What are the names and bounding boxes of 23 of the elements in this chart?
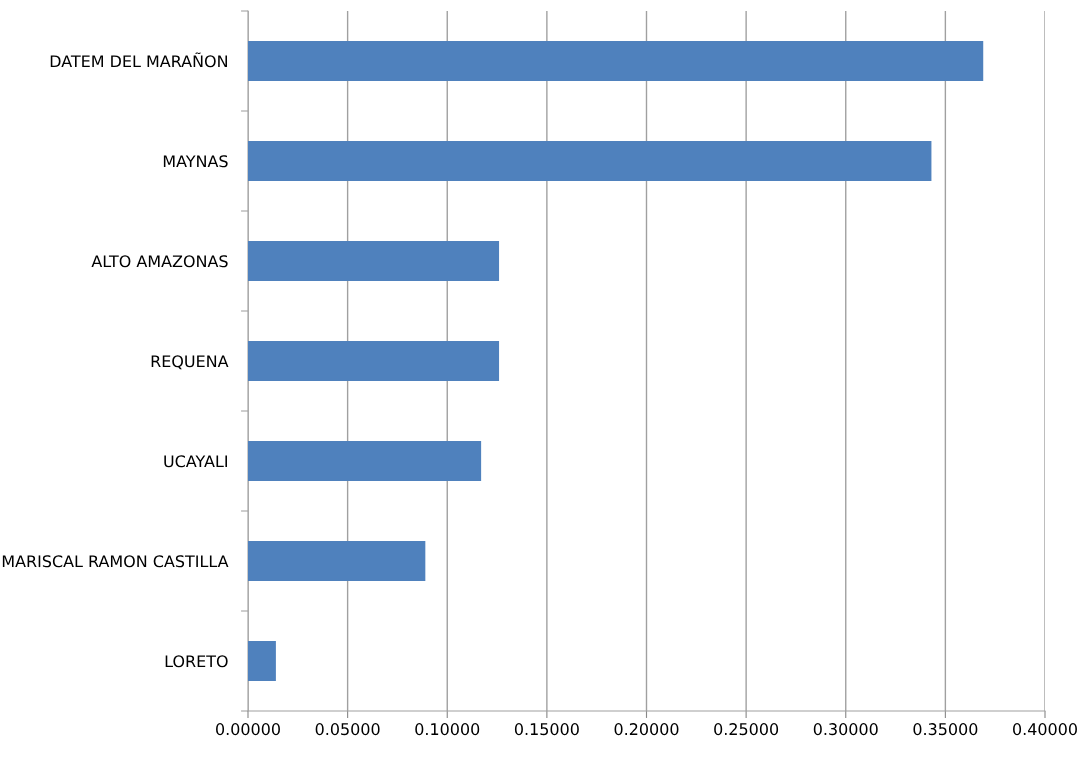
y-tick-label: REQUENA	[151, 355, 229, 370]
x-tick-label: 0.00000	[216, 723, 280, 736]
bar	[248, 541, 426, 581]
bar	[248, 641, 276, 681]
bar	[248, 441, 482, 481]
x-tick-label: 0.35000	[913, 723, 978, 736]
x-tick-label: 0.05000	[315, 723, 380, 736]
x-tick-label: 0.40000	[1013, 723, 1077, 736]
x-tick-label: 0.10000	[415, 723, 480, 736]
y-tick-label: LORETO	[165, 655, 228, 668]
y-tick-label: DATEM DEL MARAÑON	[50, 52, 227, 68]
bar	[248, 41, 984, 81]
y-tick-label: UCAYALI	[164, 455, 227, 468]
x-tick-label: 0.20000	[614, 723, 679, 736]
y-tick-label: MARISCAL RAMON CASTILLA	[2, 555, 229, 568]
x-tick-label: 0.30000	[813, 723, 878, 736]
y-tick-label: ALTO AMAZONAS	[91, 255, 228, 268]
x-tick-label: 0.25000	[714, 723, 779, 736]
bar	[248, 241, 500, 281]
bar	[248, 341, 500, 381]
y-tick-label: MAYNAS	[163, 155, 228, 168]
bar	[248, 141, 932, 181]
x-tick-label: 0.15000	[514, 723, 579, 736]
